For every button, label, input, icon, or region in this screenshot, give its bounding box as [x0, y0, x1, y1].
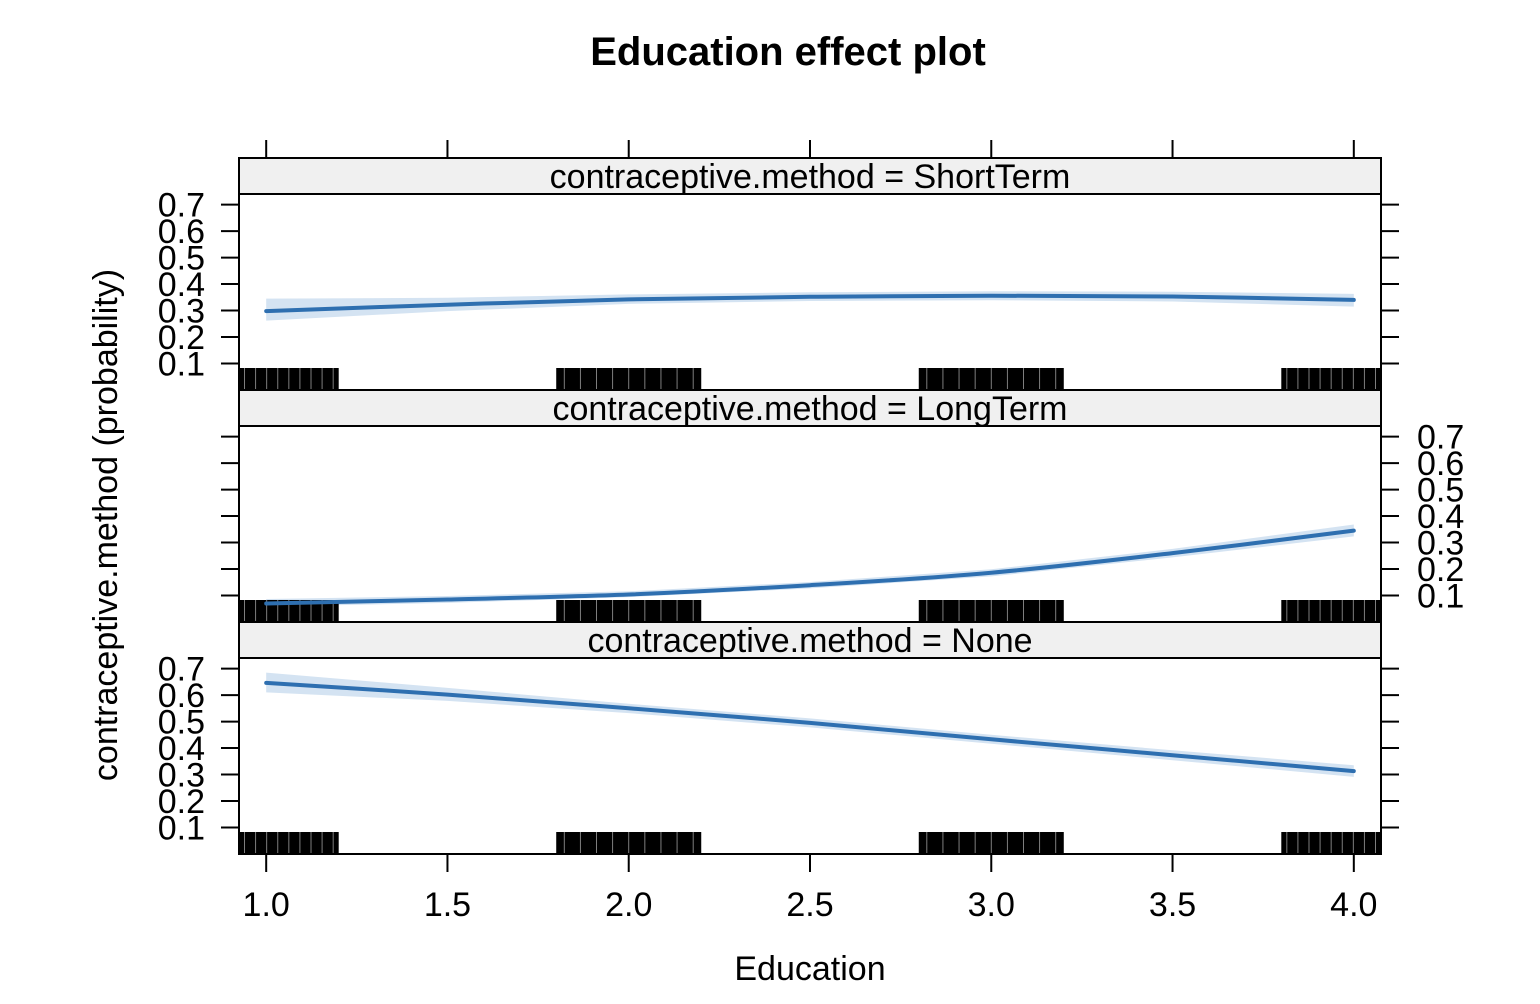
- y-tick-label: 0.6: [158, 677, 205, 715]
- y-tick-label: 0.4: [1417, 498, 1464, 536]
- panel-0: contraceptive.method = ShortTerm0.10.20.…: [158, 157, 1399, 391]
- y-tick-label: 0.5: [158, 240, 205, 278]
- panel-border: [238, 193, 1382, 391]
- panel-border: [238, 425, 1382, 623]
- panel-1: contraceptive.method = LongTerm 0.10.20.3…: [221, 389, 1464, 623]
- y-tick-label: 0.2: [158, 783, 205, 821]
- y-tick-label: 0.2: [158, 319, 205, 357]
- y-tick-label: 0.4: [158, 266, 205, 304]
- x-tick-label: 3.0: [968, 886, 1015, 924]
- y-tick-label: 0.4: [158, 730, 205, 768]
- y-tick-label: 0.5: [1417, 472, 1464, 510]
- strip-background: [238, 389, 1382, 427]
- panels: contraceptive.method = ShortTerm0.10.20.…: [158, 157, 1464, 855]
- x-tick-label: 1.5: [424, 886, 471, 924]
- y-tick-label: 0.3: [1417, 525, 1464, 563]
- x-axis-label: Education: [734, 950, 885, 988]
- strip-label: contraceptive.method = None: [587, 622, 1032, 660]
- y-tick-label: 0.3: [158, 293, 205, 331]
- y-tick-label: 0.6: [158, 213, 205, 251]
- y-tick-label: 0.1: [158, 346, 205, 384]
- x-tick-label: 4.0: [1330, 886, 1377, 924]
- y-axis-label: contraceptive.method (probability): [87, 269, 125, 781]
- chart-title: Education effect plot: [590, 30, 986, 74]
- series-line: [264, 293, 1356, 314]
- x-tick-label: 3.5: [1149, 886, 1196, 924]
- confidence-band: [266, 524, 1354, 607]
- strip-background: [238, 621, 1382, 659]
- x-tick-label: 1.0: [243, 886, 290, 924]
- y-tick-label: 0.3: [158, 757, 205, 795]
- y-tick-label: 0.7: [158, 187, 205, 225]
- y-tick-label: 0.6: [1417, 445, 1464, 483]
- strip-background: [238, 157, 1382, 195]
- y-tick-label: 0.1: [1417, 578, 1464, 616]
- strip-label: contraceptive.method = ShortTerm: [550, 158, 1071, 196]
- confidence-band: [266, 291, 1354, 321]
- x-tick-label: 2.0: [605, 886, 652, 924]
- strip-label: contraceptive.method = LongTerm: [552, 390, 1067, 428]
- y-tick-label: 0.1: [158, 810, 205, 848]
- x-axis: 1.0 1.5 2.0 2.5 3.0 3.5 4.0: [243, 140, 1377, 924]
- series-line: [264, 680, 1356, 774]
- y-tick-label: 0.7: [1417, 419, 1464, 457]
- y-tick-label: 0.5: [158, 704, 205, 742]
- series-line: [264, 528, 1356, 606]
- y-tick-label: 0.7: [158, 651, 205, 689]
- y-tick-label: 0.2: [1417, 551, 1464, 589]
- x-tick-label: 2.5: [786, 886, 833, 924]
- panel-2: contraceptive.method = None0.10.20.30.40…: [158, 621, 1399, 855]
